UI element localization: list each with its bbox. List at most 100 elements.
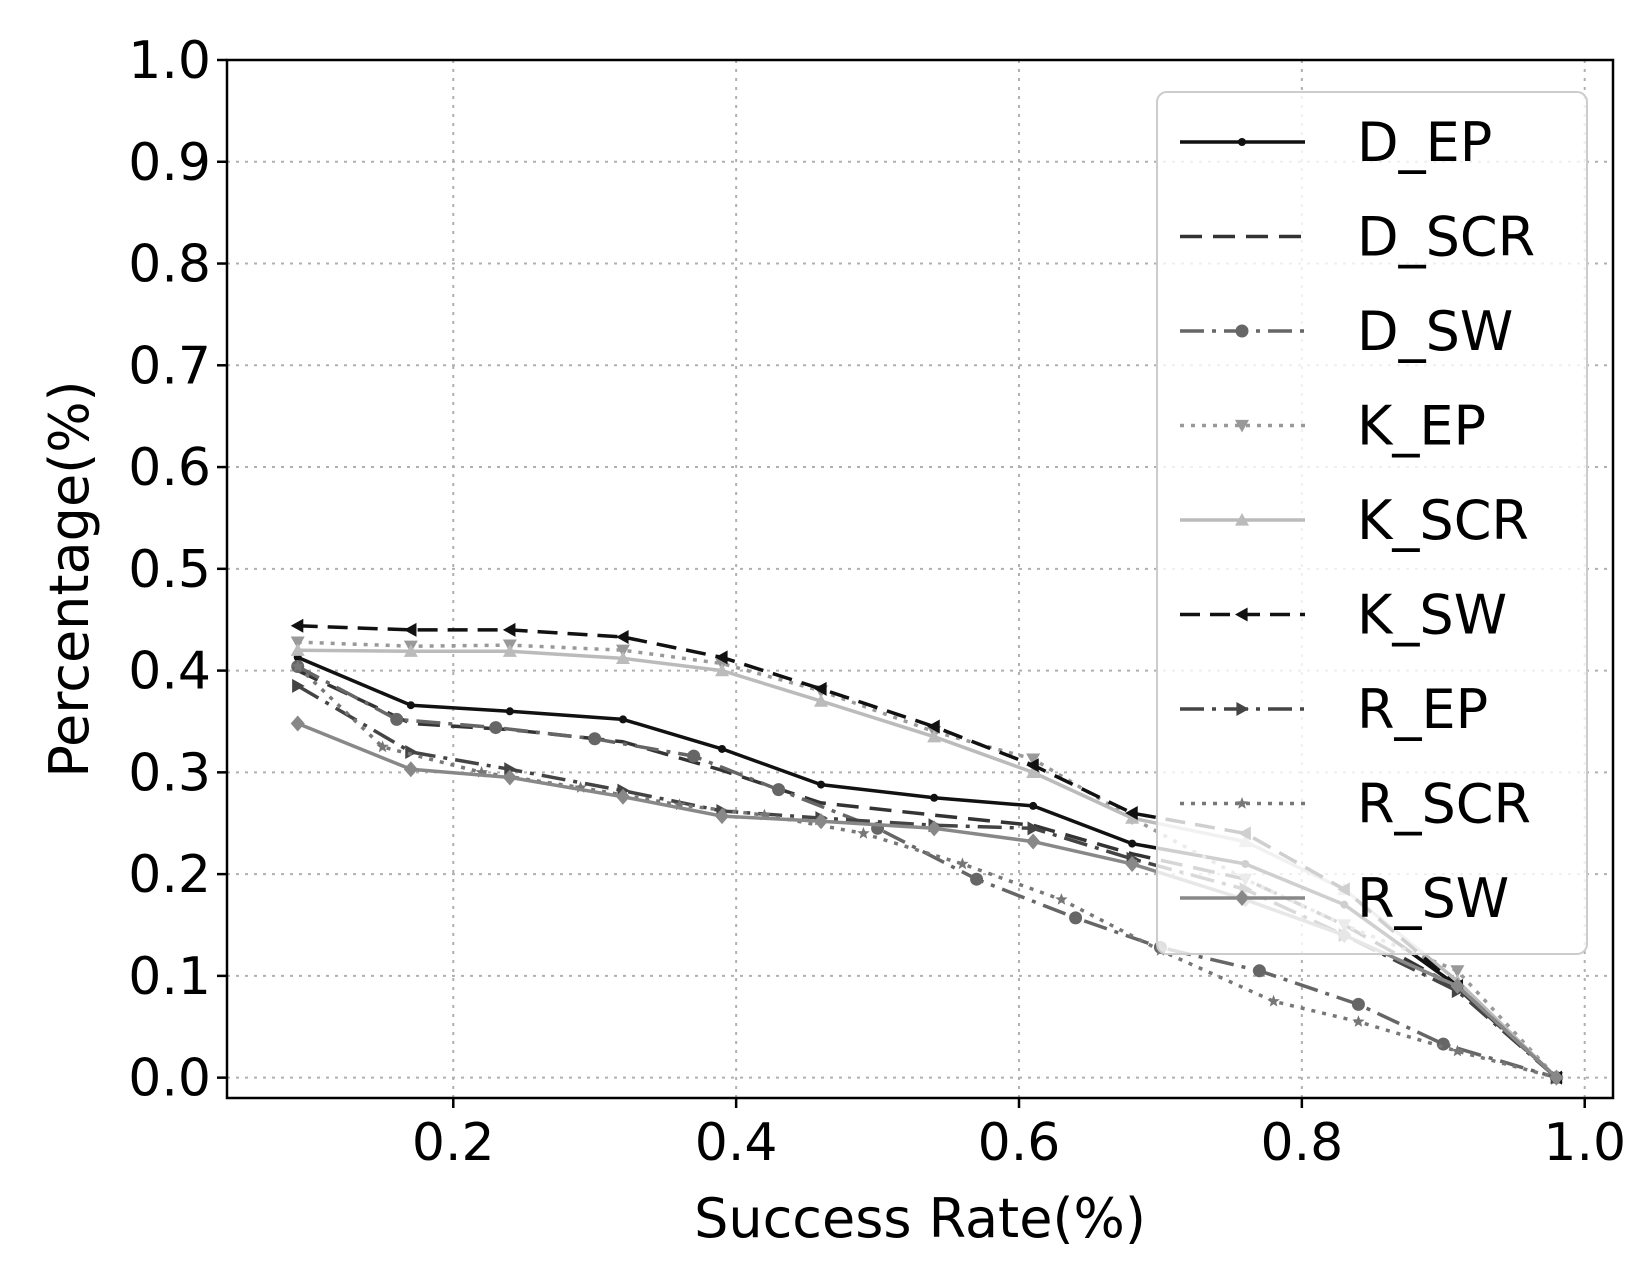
y-tick-label: 0.4	[128, 642, 211, 702]
legend-item-r-scr: R_SCR	[1180, 773, 1531, 836]
legend-label-d-sw: D_SW	[1357, 300, 1513, 363]
data-point-d-sw	[390, 712, 404, 726]
plot-frame	[225, 58, 1615, 1100]
data-point-d-ep	[1128, 839, 1137, 848]
data-point-r-scr	[857, 826, 870, 839]
legend-marker-r-sw	[1235, 890, 1249, 906]
data-point-r-scr	[1055, 893, 1068, 905]
y-tick-label: 0.6	[128, 438, 211, 498]
data-point-r-sw	[1026, 833, 1041, 850]
data-point-r-sw	[616, 788, 630, 805]
data-point-d-ep	[718, 744, 726, 753]
legend-label-k-scr: K_SCR	[1357, 489, 1529, 552]
data-point-k-ep	[616, 644, 630, 658]
legend-item-d-ep: D_EP	[1180, 111, 1492, 174]
x-axis-label: Success Rate(%)	[694, 1187, 1146, 1250]
data-point-k-sw	[1125, 806, 1138, 821]
data-point-r-scr	[574, 781, 587, 793]
legend-item-k-sw: K_SW	[1180, 584, 1507, 647]
legend-frame	[1156, 91, 1588, 955]
legend-label-d-ep: D_EP	[1357, 111, 1492, 174]
y-tick-label: 0.0	[128, 1049, 211, 1109]
y-tick-label: 0.3	[128, 743, 211, 803]
y-tick-label: 0.1	[128, 947, 211, 1007]
legend: D_EP D_SCR D_SW K_EP K_SCR K_SW R_EP R_SCR R_SW	[1156, 91, 1588, 955]
data-point-d-sw	[1069, 911, 1083, 925]
data-point-k-scr	[502, 644, 517, 657]
legend-item-d-sw: D_SW	[1180, 300, 1513, 363]
data-point-k-scr	[616, 651, 630, 664]
legend-item-r-ep: R_EP	[1180, 678, 1488, 741]
data-point-k-scr	[814, 694, 828, 707]
legend-marker-k-scr	[1235, 513, 1249, 526]
data-point-k-sw	[616, 630, 629, 645]
data-point-d-sw	[1436, 1037, 1450, 1051]
data-point-d-sw	[772, 783, 786, 797]
data-point-k-scr	[1125, 811, 1140, 824]
series-line-r-scr	[296, 665, 1557, 1080]
data-point-r-sw	[814, 813, 828, 830]
x-tick-label: 0.4	[695, 1113, 778, 1173]
data-point-r-ep	[405, 745, 418, 759]
legend-item-r-sw: R_SW	[1180, 867, 1509, 930]
x-tick-label: 0.6	[978, 1113, 1061, 1173]
data-point-r-sw	[502, 769, 517, 786]
data-point-k-scr	[403, 644, 418, 657]
data-point-k-scr	[1026, 765, 1041, 778]
data-point-k-sw	[403, 622, 417, 637]
y-tick-label: 0.9	[128, 133, 211, 193]
data-point-d-sw	[1252, 964, 1266, 978]
data-point-r-sw	[1549, 1069, 1564, 1086]
data-point-k-sw	[502, 622, 516, 637]
data-point-k-sw	[290, 618, 304, 633]
data-point-k-sw	[927, 719, 940, 734]
y-tick-label: 0.8	[128, 235, 211, 295]
data-point-d-ep	[406, 701, 415, 710]
data-point-r-scr	[1451, 1044, 1464, 1057]
legend-item-k-scr: K_SCR	[1180, 489, 1529, 552]
x-tick-label: 0.8	[1261, 1113, 1344, 1173]
data-point-d-ep	[505, 707, 514, 716]
data-point-k-scr	[715, 663, 729, 677]
data-point-k-ep	[290, 636, 305, 650]
y-tick-label: 1.0	[128, 31, 211, 91]
y-axis-label: Percentage(%)	[38, 380, 101, 777]
data-point-r-sw	[1450, 978, 1465, 995]
data-point-r-scr	[1267, 994, 1280, 1007]
data-point-r-scr	[758, 808, 771, 821]
axis-ticks: 0.2 0.4 0.6 0.8 1.0 0.0 0.1 0.2 0.3 0.4 0.5 0.6 0.7 0…	[128, 31, 1626, 1173]
y-tick-label: 0.5	[128, 540, 211, 600]
legend-label-r-sw: R_SW	[1357, 867, 1509, 930]
legend-marker-d-ep	[1238, 138, 1246, 146]
legend-item-k-ep: K_EP	[1180, 395, 1486, 458]
data-point-r-sw	[927, 820, 942, 837]
data-point-r-sw	[290, 715, 305, 732]
data-point-r-scr	[475, 765, 488, 778]
legend-item-d-scr: D_SCR	[1180, 206, 1535, 269]
legend-marker-k-sw	[1235, 607, 1248, 622]
data-point-r-sw	[1125, 855, 1140, 872]
legend-marker-r-scr	[1235, 797, 1249, 809]
legend-label-d-scr: D_SCR	[1357, 206, 1535, 269]
data-point-d-sw	[588, 732, 602, 746]
data-point-r-ep	[292, 678, 305, 693]
data-point-r-scr	[673, 798, 686, 811]
data-point-r-ep	[1027, 821, 1041, 836]
data-point-r-scr	[376, 740, 389, 753]
legend-marker-k-ep	[1235, 419, 1249, 433]
data-point-d-ep	[619, 715, 627, 724]
data-point-k-sw	[814, 681, 827, 696]
legend-marker-r-ep	[1236, 702, 1249, 716]
data-point-r-scr	[1352, 1015, 1365, 1027]
legend-marker-d-sw	[1235, 324, 1249, 338]
data-point-r-sw	[715, 808, 729, 825]
data-point-k-ep	[1026, 753, 1041, 767]
data-point-d-sw	[970, 872, 984, 886]
data-point-k-scr	[290, 643, 305, 656]
x-tick-label: 1.0	[1543, 1113, 1626, 1173]
data-point-d-ep	[1029, 801, 1038, 810]
x-tick-label: 0.2	[412, 1113, 495, 1173]
data-point-d-sw	[687, 749, 701, 763]
data-point-d-sw	[1351, 997, 1365, 1011]
